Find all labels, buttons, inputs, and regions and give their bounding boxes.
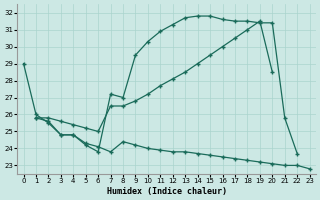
X-axis label: Humidex (Indice chaleur): Humidex (Indice chaleur) — [107, 187, 227, 196]
